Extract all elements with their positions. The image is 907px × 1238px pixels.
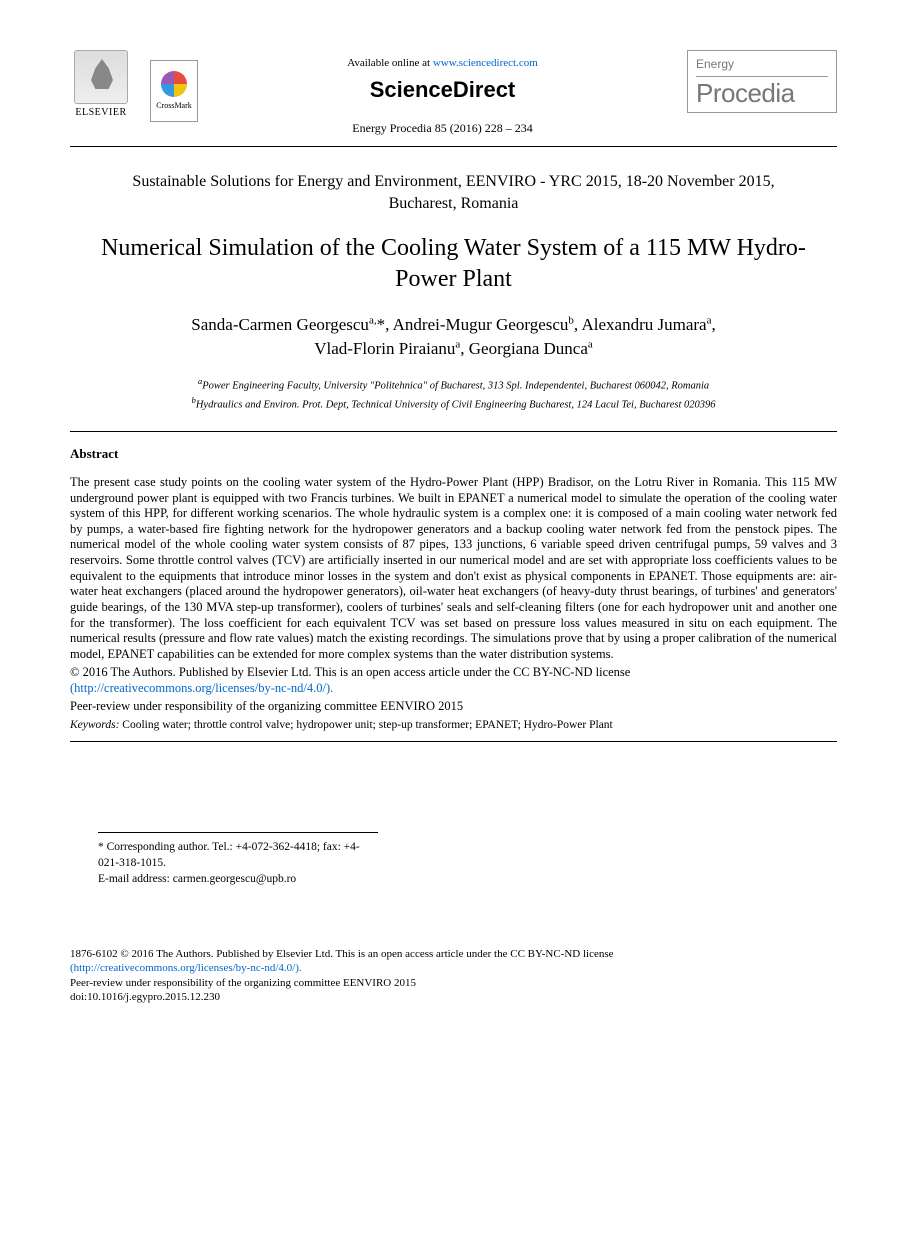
header-row: ELSEVIER CrossMark Available online at w… xyxy=(70,50,837,136)
header-center: Available online at www.sciencedirect.co… xyxy=(198,50,687,136)
sciencedirect-logo: ScienceDirect xyxy=(198,76,687,105)
author-list: Sanda-Carmen Georgescua,*, Andrei-Mugur … xyxy=(70,313,837,361)
available-text: Available online at xyxy=(347,57,433,69)
copyright-block: © 2016 The Authors. Published by Elsevie… xyxy=(70,665,837,696)
crossmark-icon xyxy=(161,71,187,97)
elsevier-label: ELSEVIER xyxy=(75,106,126,119)
journal-box: Energy Procedia xyxy=(687,50,837,113)
copyright-line: © 2016 The Authors. Published by Elsevie… xyxy=(70,665,630,679)
peer-review-line: Peer-review under responsibility of the … xyxy=(70,698,837,714)
header-divider xyxy=(70,146,837,147)
crossmark-badge[interactable]: CrossMark xyxy=(150,60,198,122)
author-3: , Alexandru Jumara xyxy=(574,315,707,334)
header-left: ELSEVIER CrossMark xyxy=(70,50,198,122)
page-footer: 1876-6102 © 2016 The Authors. Published … xyxy=(70,947,837,1004)
footer-issn-line: 1876-6102 © 2016 The Authors. Published … xyxy=(70,948,614,960)
elsevier-tree-icon xyxy=(74,50,128,104)
conference-info: Sustainable Solutions for Energy and Env… xyxy=(100,171,807,214)
citation-line: Energy Procedia 85 (2016) 228 – 234 xyxy=(198,121,687,137)
keywords-label: Keywords: xyxy=(70,719,119,731)
author-5-sup: a xyxy=(588,338,593,350)
footer-peer-review: Peer-review under responsibility of the … xyxy=(70,977,416,989)
footer-doi: doi:10.1016/j.egypro.2015.12.230 xyxy=(70,991,220,1003)
affiliation-a: Power Engineering Faculty, University "P… xyxy=(202,380,709,391)
available-url[interactable]: www.sciencedirect.com xyxy=(433,57,538,69)
journal-small-label: Energy xyxy=(696,57,828,77)
corresponding-email: carmen.georgescu@upb.ro xyxy=(173,873,296,885)
affiliation-b: Hydraulics and Environ. Prot. Dept, Tech… xyxy=(196,399,716,410)
author-1-sup: a, xyxy=(369,314,377,326)
author-4: Vlad-Florin Piraianu xyxy=(314,339,455,358)
author-2: *, Andrei-Mugur Georgescu xyxy=(377,315,569,334)
abstract-heading: Abstract xyxy=(70,446,837,463)
corresponding-tel: * Corresponding author. Tel.: +4-072-362… xyxy=(98,841,360,869)
author-3-sup: a xyxy=(707,314,712,326)
post-abstract-divider xyxy=(70,741,837,742)
abstract-body: The present case study points on the coo… xyxy=(70,475,837,663)
author-1: Sanda-Carmen Georgescu xyxy=(191,315,369,334)
keywords-line: Keywords: Cooling water; throttle contro… xyxy=(70,718,837,733)
author-5: , Georgiana Dunca xyxy=(460,339,588,358)
crossmark-label: CrossMark xyxy=(156,101,192,111)
license-link[interactable]: (http://creativecommons.org/licenses/by-… xyxy=(70,681,333,695)
journal-big-label: Procedia xyxy=(696,80,828,106)
elsevier-logo: ELSEVIER xyxy=(70,50,132,122)
corresponding-email-label: E-mail address: xyxy=(98,873,173,885)
paper-title: Numerical Simulation of the Cooling Wate… xyxy=(90,233,817,295)
footer-license-link[interactable]: (http://creativecommons.org/licenses/by-… xyxy=(70,962,302,974)
affiliations: aPower Engineering Faculty, University "… xyxy=(70,375,837,413)
keywords-text: Cooling water; throttle control valve; h… xyxy=(119,719,612,731)
available-online-line: Available online at www.sciencedirect.co… xyxy=(198,56,687,70)
corresponding-author: * Corresponding author. Tel.: +4-072-362… xyxy=(98,832,378,887)
sd-logo-text: ScienceDirect xyxy=(370,77,516,102)
pre-abstract-divider xyxy=(70,431,837,432)
